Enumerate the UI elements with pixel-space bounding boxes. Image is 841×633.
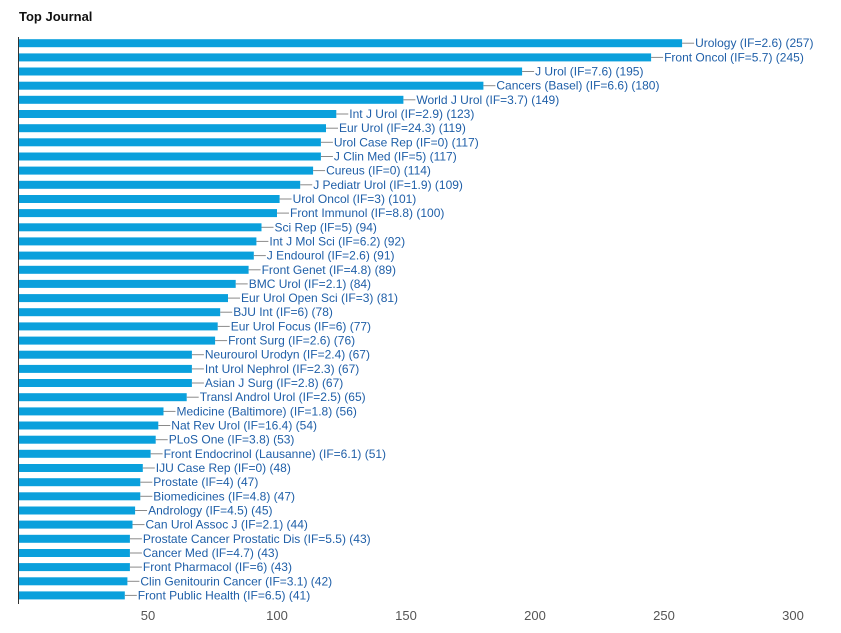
bar — [19, 478, 141, 487]
bar-label: Urology (IF=2.6) (257) — [695, 36, 813, 50]
bar-label: World J Urol (IF=3.7) (149) — [416, 93, 559, 107]
x-tick-label: 250 — [653, 608, 675, 623]
bar — [19, 265, 249, 274]
bar-label: Cancer Med (IF=4.7) (43) — [143, 546, 279, 560]
bar — [19, 138, 321, 147]
bar — [19, 322, 218, 331]
bar-label: Eur Urol Open Sci (IF=3) (81) — [241, 291, 398, 305]
bar — [19, 350, 192, 359]
bar-label: J Clin Med (IF=5) (117) — [334, 150, 457, 164]
bar-label: Front Endocrinol (Lausanne) (IF=6.1) (51… — [164, 447, 386, 461]
x-tick-label: 200 — [524, 608, 546, 623]
bar — [19, 421, 159, 430]
bar — [19, 67, 523, 76]
x-tick-label: 150 — [395, 608, 417, 623]
bar — [19, 237, 257, 246]
bar-label: Int Urol Nephrol (IF=2.3) (67) — [205, 362, 359, 376]
bar — [19, 534, 130, 543]
bar — [19, 110, 337, 118]
bar-label: Front Genet (IF=4.8) (89) — [262, 263, 396, 277]
bar-label: Transl Androl Urol (IF=2.5) (65) — [200, 390, 366, 404]
bars-group — [19, 39, 683, 600]
bar-label: Clin Genitourin Cancer (IF=3.1) (42) — [140, 574, 332, 588]
bar-label: Front Surg (IF=2.6) (76) — [228, 334, 355, 348]
bar-label: IJU Case Rep (IF=0) (48) — [156, 461, 291, 475]
bar-label: J Endourol (IF=2.6) (91) — [267, 249, 395, 263]
bar — [19, 251, 254, 260]
bar — [19, 492, 141, 501]
x-tick-label: 100 — [266, 608, 288, 623]
bar — [19, 364, 192, 373]
bar — [19, 464, 143, 472]
bar — [19, 549, 130, 557]
bar-label: Prostate (IF=4) (47) — [153, 475, 258, 489]
bar-label: Biomedicines (IF=4.8) (47) — [153, 489, 295, 503]
bar-label: Front Pharmacol (IF=6) (43) — [143, 560, 292, 574]
bar-label: PLoS One (IF=3.8) (53) — [169, 433, 295, 447]
bar — [19, 294, 228, 303]
bar-label: Front Oncol (IF=5.7) (245) — [664, 50, 804, 64]
bar-label: J Pediatr Urol (IF=1.9) (109) — [313, 178, 463, 192]
bar-label: Int J Urol (IF=2.9) (123) — [349, 107, 474, 121]
bar — [19, 166, 314, 175]
bar-labels-group: Urology (IF=2.6) (257)Front Oncol (IF=5.… — [124, 36, 813, 602]
bar-label: Front Immunol (IF=8.8) (100) — [290, 206, 444, 220]
bar — [19, 195, 280, 203]
bar-label: Prostate Cancer Prostatic Dis (IF=5.5) (… — [143, 532, 371, 546]
chart-title: Top Journal — [19, 9, 93, 24]
bar — [19, 308, 221, 317]
bar-label: BMC Urol (IF=2.1) (84) — [249, 277, 371, 291]
bar — [19, 336, 216, 345]
bar-label: BJU Int (IF=6) (78) — [233, 305, 333, 319]
x-tick-label: 300 — [782, 608, 804, 623]
bar — [19, 279, 236, 288]
bar-label: Sci Rep (IF=5) (94) — [275, 220, 377, 234]
bar-label: Urol Case Rep (IF=0) (117) — [334, 135, 479, 149]
bar — [19, 407, 164, 416]
bar — [19, 379, 192, 387]
bar — [19, 223, 262, 232]
bar-label: Cancers (Basel) (IF=6.6) (180) — [496, 79, 659, 93]
x-tick-label: 50 — [141, 608, 155, 623]
bar-label: Front Public Health (IF=6.5) (41) — [138, 588, 310, 602]
bar — [19, 81, 484, 90]
bar-label: Medicine (Baltimore) (IF=1.8) (56) — [177, 404, 357, 418]
bar — [19, 520, 133, 529]
bar-label: Eur Urol Focus (IF=6) (77) — [231, 319, 371, 333]
bar-label: Neurourol Urodyn (IF=2.4) (67) — [205, 348, 370, 362]
bar — [19, 591, 125, 600]
bar — [19, 563, 130, 572]
bar-label: Urol Oncol (IF=3) (101) — [293, 192, 417, 206]
bar-label: J Urol (IF=7.6) (195) — [535, 65, 643, 79]
bar-label: Andrology (IF=4.5) (45) — [148, 504, 272, 518]
bar — [19, 180, 301, 189]
bar — [19, 53, 652, 62]
bar-label: Eur Urol (IF=24.3) (119) — [339, 121, 466, 135]
bar — [19, 95, 404, 104]
bar — [19, 39, 683, 48]
bar-label: Asian J Surg (IF=2.8) (67) — [205, 376, 343, 390]
bar-label: Int J Mol Sci (IF=6.2) (92) — [269, 234, 405, 248]
bar — [19, 209, 277, 218]
bar — [19, 393, 187, 402]
bar — [19, 124, 326, 133]
bar — [19, 506, 136, 515]
bar-label: Cureus (IF=0) (114) — [326, 164, 431, 178]
bar — [19, 449, 151, 458]
bar — [19, 435, 156, 444]
bar-label: Nat Rev Urol (IF=16.4) (54) — [171, 419, 317, 433]
bar — [19, 152, 321, 161]
bar-label: Can Urol Assoc J (IF=2.1) (44) — [146, 518, 308, 532]
x-axis-ticks-group: 50 100 150 200 250 300 — [141, 608, 804, 623]
bar — [19, 577, 128, 586]
